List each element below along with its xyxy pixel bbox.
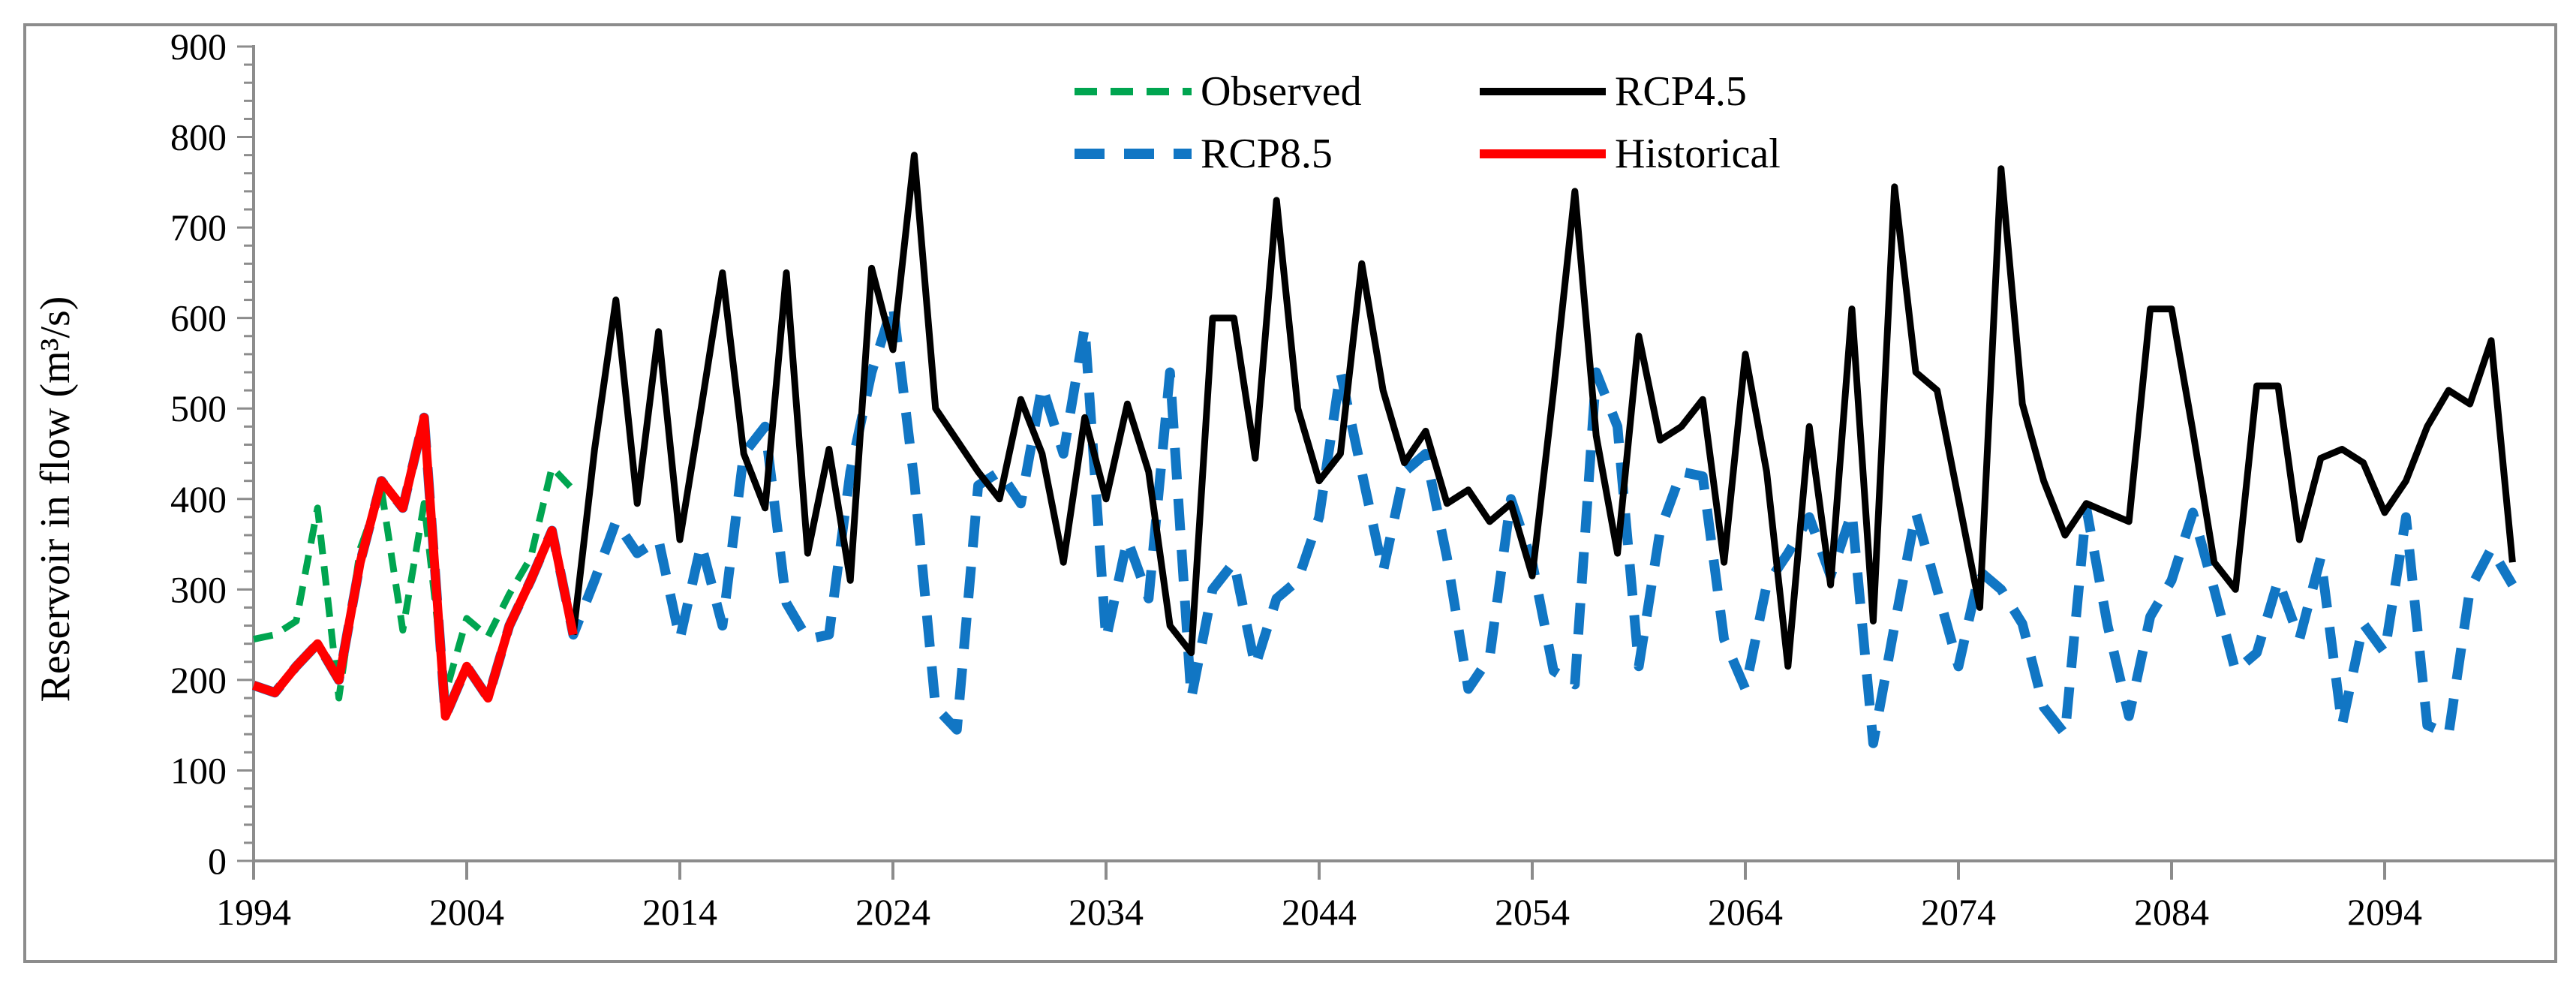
x-axis-ticks	[252, 861, 2386, 880]
rcp45-line	[570, 152, 2516, 670]
x-tick-label: 2014	[642, 891, 717, 933]
legend-rcp85-label: RCP8.5	[1201, 131, 1333, 177]
y-tick-label: 800	[170, 116, 227, 158]
y-axis-title: Reservoir in flow (m³/s)	[32, 296, 79, 703]
x-tick-label: 2044	[1282, 891, 1357, 933]
historical-line	[252, 413, 578, 721]
y-tick-label: 700	[170, 206, 227, 248]
x-tick-label: 2034	[1069, 891, 1144, 933]
x-tick-label: 2004	[429, 891, 504, 933]
y-tick-label: 100	[170, 749, 227, 791]
series-group	[251, 152, 2517, 748]
legend: Observed RCP4.5 RCP8.5 Historical	[1075, 68, 1781, 177]
y-axis-tick-labels: 0 100 200 300 400 500 600 700 800 900	[170, 26, 227, 882]
legend-observed-label: Observed	[1201, 68, 1362, 115]
y-tick-label: 200	[170, 659, 227, 701]
observed-line	[253, 464, 576, 702]
y-tick-label: 400	[170, 478, 227, 520]
x-axis-tick-labels: 1994 2004 2014 2024 2034 2044 2054 2064 2074 2084…	[216, 891, 2422, 933]
legend-historical-label: Historical	[1615, 131, 1781, 177]
x-tick-label: 2094	[2347, 891, 2422, 933]
y-tick-label: 500	[170, 387, 227, 429]
x-tick-label: 2024	[855, 891, 930, 933]
y-axis-ticks	[237, 45, 254, 862]
figure-frame	[23, 23, 2557, 963]
x-tick-label: 2064	[1708, 891, 1783, 933]
y-tick-label: 0	[208, 840, 227, 882]
y-tick-label: 600	[170, 297, 227, 339]
y-tick-label: 900	[170, 26, 227, 68]
rcp85-line	[251, 299, 2517, 748]
y-tick-label: 300	[170, 568, 227, 610]
x-tick-label: 2084	[2134, 891, 2209, 933]
x-tick-label: 2074	[1921, 891, 1996, 933]
legend-rcp45-label: RCP4.5	[1615, 68, 1747, 115]
x-tick-label: 2054	[1495, 891, 1570, 933]
x-tick-label: 1994	[216, 891, 291, 933]
